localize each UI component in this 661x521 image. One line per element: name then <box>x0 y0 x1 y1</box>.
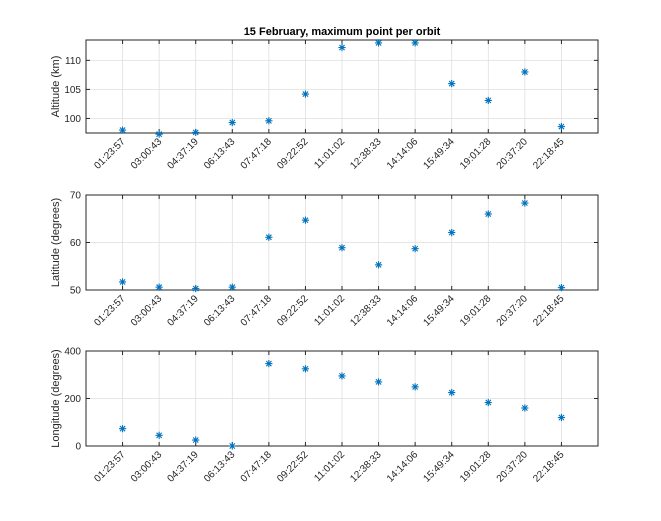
data-point <box>448 79 456 88</box>
data-point <box>118 278 127 286</box>
y-tick-label: 100 <box>64 114 81 125</box>
data-point <box>484 398 492 407</box>
data-point <box>484 210 492 218</box>
data-point <box>301 90 310 98</box>
data-point <box>374 378 383 386</box>
data-point <box>338 43 346 52</box>
y-tick-label: 60 <box>70 238 82 249</box>
data-point <box>265 359 273 368</box>
data-point <box>448 228 456 237</box>
data-point <box>557 123 566 131</box>
data-point <box>192 284 200 293</box>
y-axis-label: Latitude (degrees) <box>50 198 62 287</box>
data-point <box>228 283 236 291</box>
data-point <box>228 442 236 450</box>
data-point <box>557 413 566 422</box>
y-axis-label: Longitude (degrees) <box>50 349 62 447</box>
data-point <box>228 118 236 127</box>
data-point <box>521 68 529 76</box>
data-point <box>338 244 346 252</box>
data-point <box>484 96 492 105</box>
data-point <box>155 431 163 439</box>
data-point <box>557 284 566 292</box>
data-point <box>411 383 419 391</box>
data-point <box>521 404 529 412</box>
data-point <box>118 126 127 134</box>
y-tick-label: 50 <box>70 286 82 297</box>
data-point <box>411 39 419 47</box>
y-axis-label: Altitude (km) <box>50 56 62 118</box>
data-point <box>301 365 310 373</box>
data-point <box>521 199 529 207</box>
chart-title: 15 February, maximum point per orbit <box>244 26 441 38</box>
data-point <box>448 388 456 397</box>
data-point <box>374 261 383 269</box>
y-tick-label: 70 <box>70 191 82 202</box>
data-point <box>338 372 346 380</box>
y-tick-label: 0 <box>75 442 81 453</box>
data-point <box>301 216 310 224</box>
data-point <box>411 245 419 253</box>
data-point <box>155 130 163 138</box>
data-point <box>374 39 383 47</box>
data-point <box>265 233 273 241</box>
y-tick-label: 200 <box>64 394 81 405</box>
subplots: 01:23:57 03:00:43 04:37:19 06:13:43 07:47:18… <box>50 39 599 485</box>
data-point <box>192 436 200 444</box>
data-point <box>155 283 163 291</box>
y-tick-label: 105 <box>64 85 81 96</box>
y-tick-label: 110 <box>65 56 81 67</box>
y-tick-label: 400 <box>64 347 81 358</box>
data-point <box>118 425 127 433</box>
data-point <box>265 117 273 125</box>
data-point <box>192 128 200 137</box>
